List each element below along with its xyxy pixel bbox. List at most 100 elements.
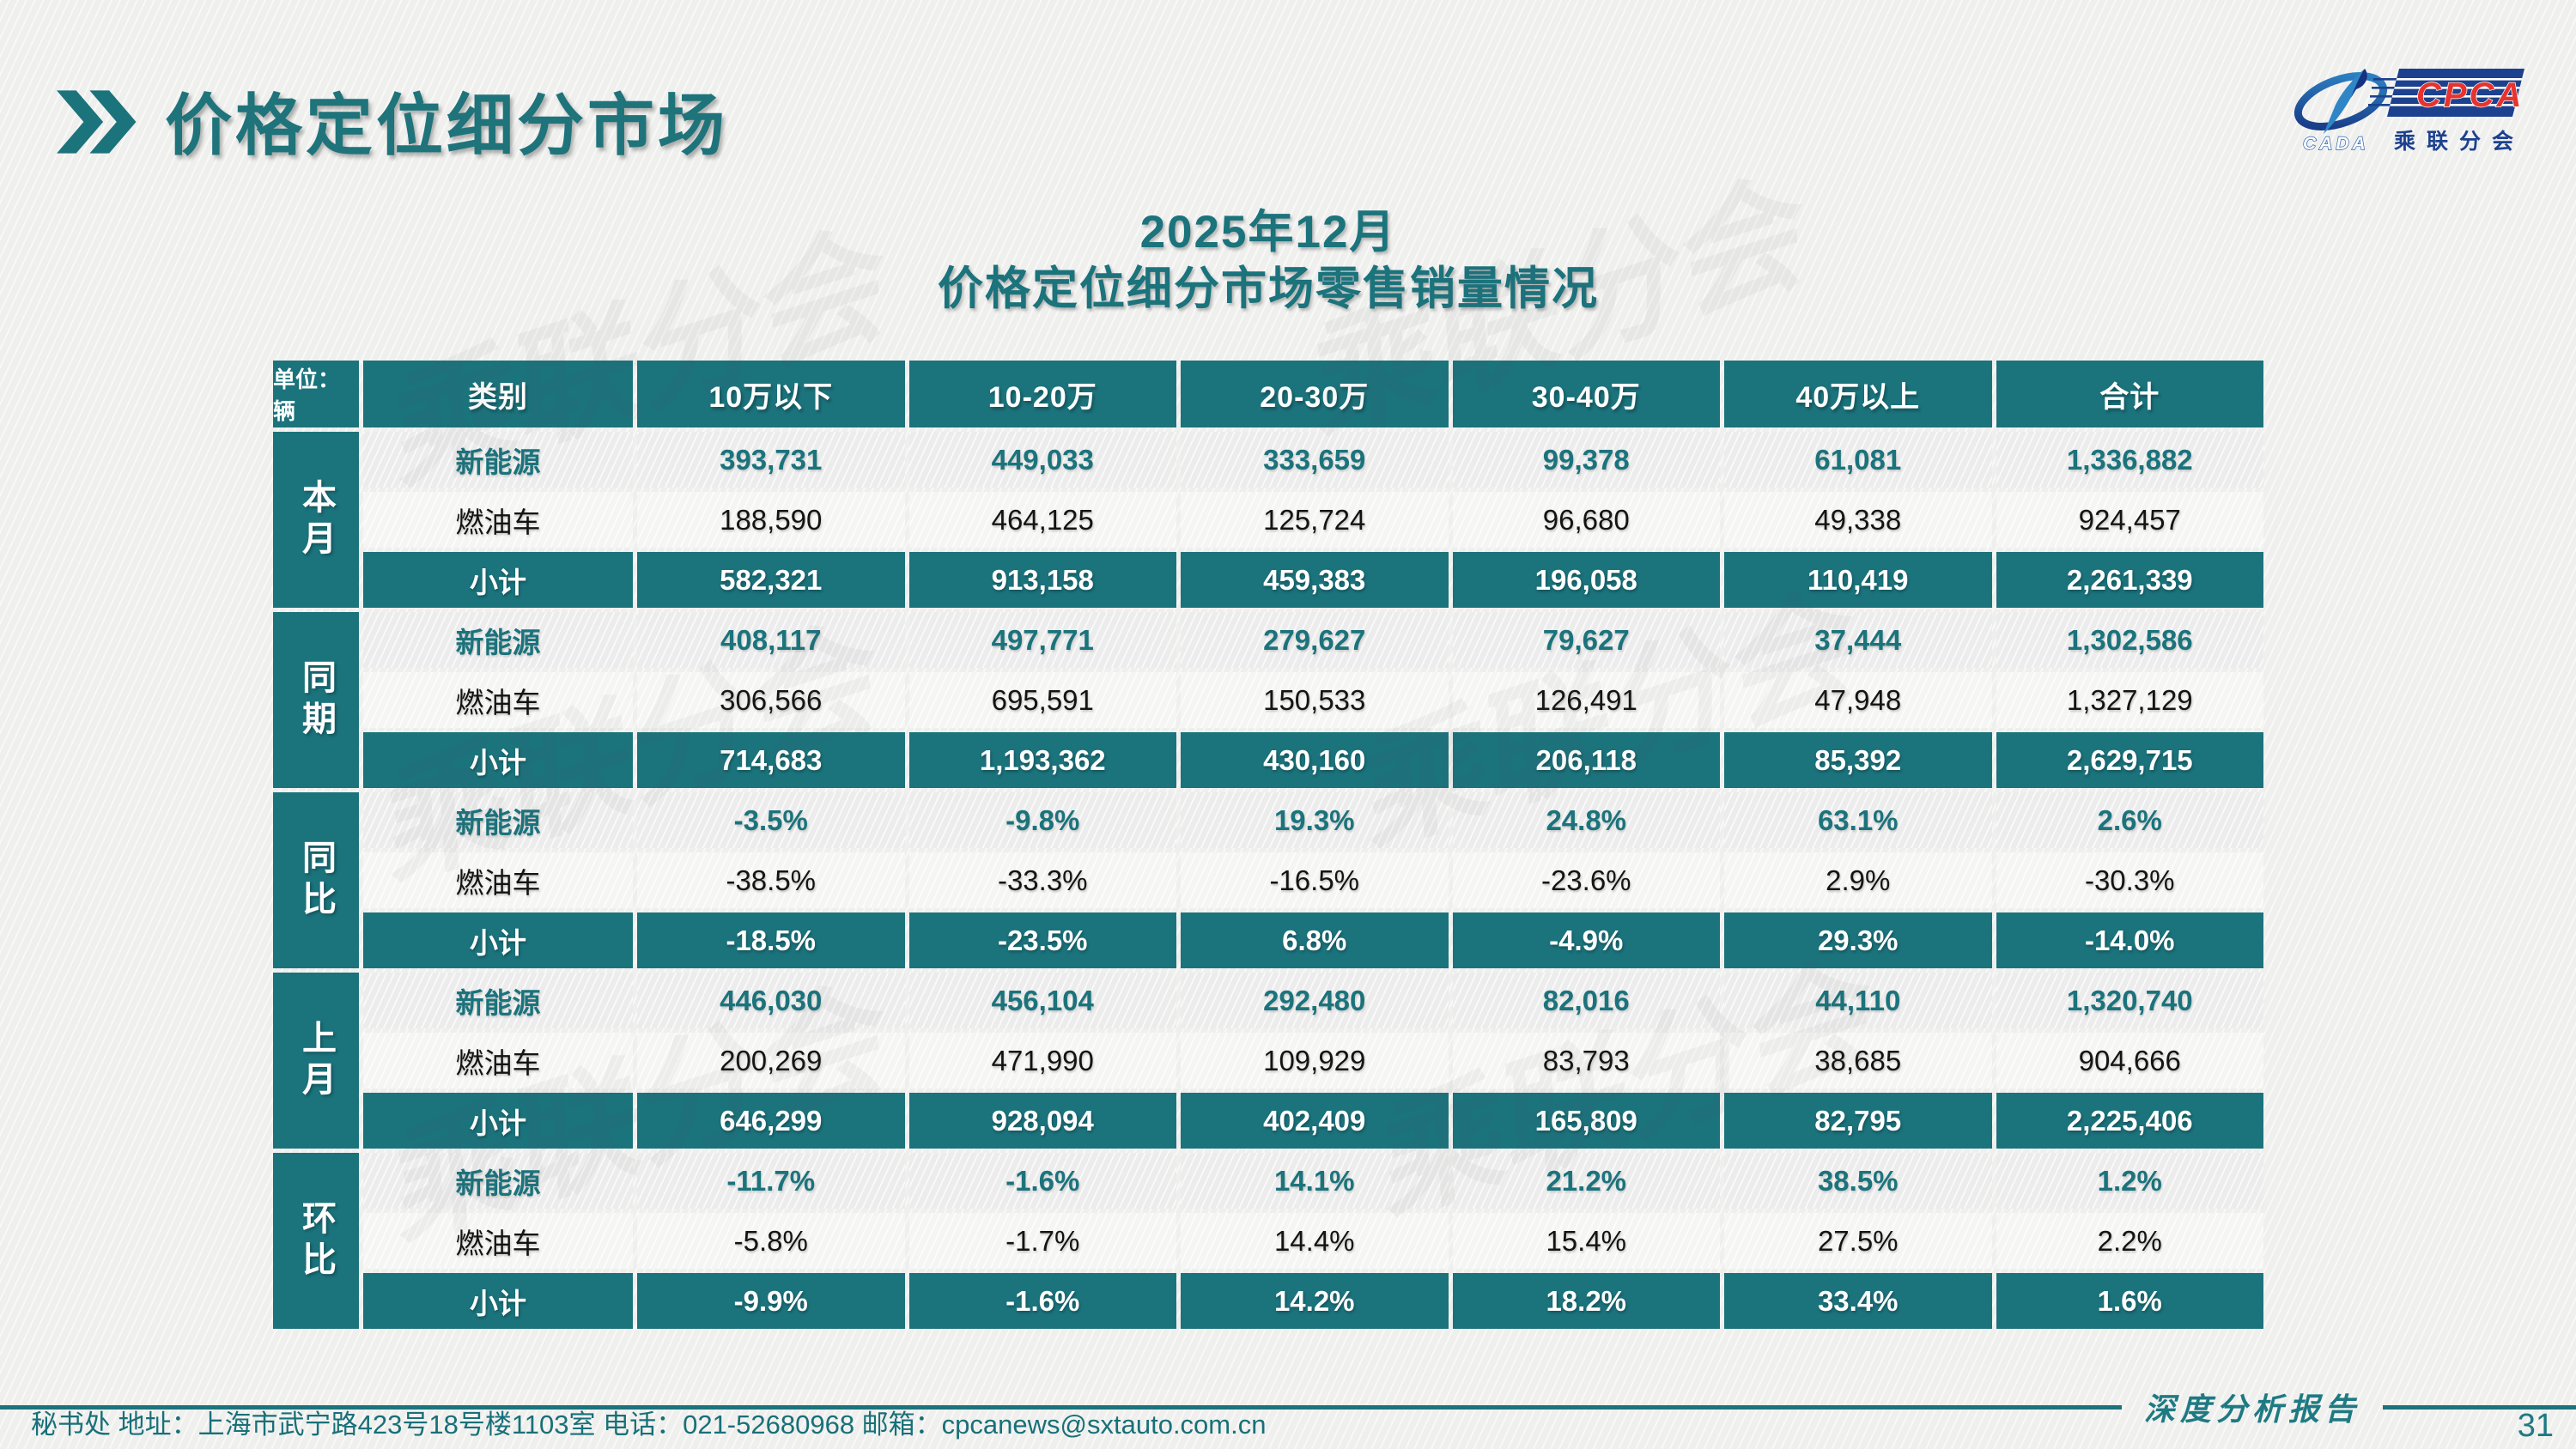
cpca-text: CPCA [2416, 76, 2524, 114]
table-cell: 126,491 [1452, 672, 1720, 728]
table-cell: 196,058 [1452, 552, 1720, 608]
table-cell: 646,299 [637, 1093, 905, 1149]
group-label: 上月 [273, 973, 359, 1149]
table-cell: 96,680 [1452, 492, 1720, 548]
table-cell: 79,627 [1452, 612, 1720, 668]
table-cell: 99,378 [1452, 432, 1720, 488]
col-header: 20-30万 [1181, 361, 1449, 427]
table-cell: 14.1% [1181, 1153, 1449, 1209]
table-cell: 206,118 [1452, 732, 1720, 788]
table-cell: -30.3% [1996, 852, 2263, 908]
table-cell: 1,327,129 [1996, 672, 2263, 728]
table-cell: 459,383 [1181, 552, 1449, 608]
table-cell: 582,321 [637, 552, 905, 608]
unit-label: 单位：辆 [273, 361, 359, 427]
subtitle-line1: 2025年12月 [1139, 207, 1397, 258]
table-cell: 306,566 [637, 672, 905, 728]
table-cell: 6.8% [1181, 912, 1449, 968]
table-cell: 928,094 [908, 1093, 1176, 1149]
table-cell: 18.2% [1452, 1273, 1720, 1329]
col-header: 10-20万 [908, 361, 1176, 427]
footer-rule: 深度分析报告 [0, 1385, 2576, 1429]
cpca-logo: CADA CPCA 乘联分会 [2291, 67, 2528, 155]
table-cell: 904,666 [1996, 1033, 2263, 1088]
row-label: 小计 [363, 1093, 633, 1149]
row-label: 燃油车 [363, 1213, 633, 1269]
rule-line-right [2383, 1404, 2576, 1410]
table-cell: 2,225,406 [1996, 1093, 2263, 1149]
table-cell: -18.5% [637, 912, 905, 968]
table-cell: 27.5% [1724, 1213, 1992, 1269]
table-cell: 47,948 [1724, 672, 1992, 728]
table-cell: 82,016 [1452, 973, 1720, 1028]
table-cell: 333,659 [1181, 432, 1449, 488]
table-cell: 49,338 [1724, 492, 1992, 548]
table-cell: 38,685 [1724, 1033, 1992, 1088]
table-cell: 279,627 [1181, 612, 1449, 668]
row-label: 小计 [363, 552, 633, 608]
table-cell: 292,480 [1181, 973, 1449, 1028]
table-cell: 2,629,715 [1996, 732, 2263, 788]
table-cell: 2.9% [1724, 852, 1992, 908]
col-header: 40万以上 [1724, 361, 1992, 427]
table-cell: 19.3% [1181, 792, 1449, 848]
table-cell: 393,731 [637, 432, 905, 488]
footer-contact: 秘书处 地址：上海市武宁路423号18号楼1103室 电话：021-526809… [31, 1410, 1267, 1440]
row-label: 燃油车 [363, 492, 633, 548]
table-cell: -14.0% [1996, 912, 2263, 968]
row-label: 燃油车 [363, 852, 633, 908]
table-cell: 200,269 [637, 1033, 905, 1088]
table-cell: 2.2% [1996, 1213, 2263, 1269]
table-title: 2025年12月 价格定位细分市场零售销量情况 [273, 204, 2263, 318]
branch-text: 乘联分会 [2394, 130, 2524, 154]
table-cell: 109,929 [1181, 1033, 1449, 1088]
table-cell: 150,533 [1181, 672, 1449, 728]
table-cell: 110,419 [1724, 552, 1992, 608]
row-label: 燃油车 [363, 1033, 633, 1088]
col-header-category: 类别 [363, 361, 633, 427]
table-cell: 125,724 [1181, 492, 1449, 548]
table-cell: -33.3% [908, 852, 1176, 908]
table-cell: 464,125 [908, 492, 1176, 548]
table-cell: 913,158 [908, 552, 1176, 608]
table-cell: 21.2% [1452, 1153, 1720, 1209]
table-cell: 446,030 [637, 973, 905, 1028]
table-cell: 15.4% [1452, 1213, 1720, 1269]
row-label: 小计 [363, 732, 633, 788]
table-cell: -1.6% [908, 1273, 1176, 1329]
table-cell: 14.4% [1181, 1213, 1449, 1269]
row-label: 小计 [363, 1273, 633, 1329]
row-label: 燃油车 [363, 672, 633, 728]
table-cell: -3.5% [637, 792, 905, 848]
subtitle-line2: 价格定位细分市场零售销量情况 [938, 264, 1599, 314]
table-cell: -11.7% [637, 1153, 905, 1209]
table-cell: 456,104 [908, 973, 1176, 1028]
table-cell: -23.6% [1452, 852, 1720, 908]
table-cell: -9.8% [908, 792, 1176, 848]
table-cell: 61,081 [1724, 432, 1992, 488]
table-cell: 44,110 [1724, 973, 1992, 1028]
rule-line-left [0, 1404, 2122, 1410]
table-cell: 1,302,586 [1996, 612, 2263, 668]
table-cell: 402,409 [1181, 1093, 1449, 1149]
table-cell: 1,193,362 [908, 732, 1176, 788]
table-cell: -5.8% [637, 1213, 905, 1269]
table-cell: -23.5% [908, 912, 1176, 968]
page-number: 31 [2517, 1408, 2554, 1444]
table-cell: 714,683 [637, 732, 905, 788]
table-cell: 82,795 [1724, 1093, 1992, 1149]
table-cell: -1.7% [908, 1213, 1176, 1269]
row-label: 新能源 [363, 792, 633, 848]
row-label: 新能源 [363, 432, 633, 488]
table-cell: 165,809 [1452, 1093, 1720, 1149]
table-cell: 38.5% [1724, 1153, 1992, 1209]
table-cell: 29.3% [1724, 912, 1992, 968]
table-cell: 408,117 [637, 612, 905, 668]
table-cell: 37,444 [1724, 612, 1992, 668]
sales-table: 单位：辆 类别 10万以下 10-20万 20-30万 30-40万 40万以上… [273, 361, 2263, 1329]
col-header-total: 合计 [1996, 361, 2263, 427]
table-cell: 449,033 [908, 432, 1176, 488]
table-cell: -16.5% [1181, 852, 1449, 908]
table-cell: 63.1% [1724, 792, 1992, 848]
row-label: 新能源 [363, 973, 633, 1028]
